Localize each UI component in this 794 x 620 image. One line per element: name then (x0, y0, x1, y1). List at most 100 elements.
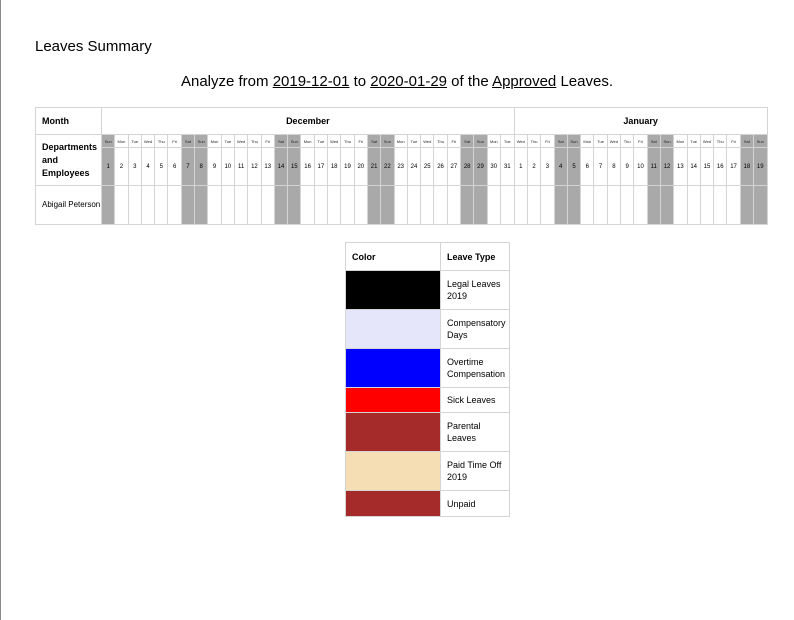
day-number: 1 (100, 147, 116, 186)
leave-day-cell (753, 185, 768, 225)
leave-day-cell (633, 185, 648, 225)
leave-day-cell (380, 185, 395, 225)
leave-day-cell (300, 185, 315, 225)
leave-day-cell (420, 185, 435, 225)
leave-day-cell (473, 185, 488, 225)
weekday-label: Thu (433, 134, 448, 148)
leave-day-cell (233, 185, 249, 225)
weekday-label: Wed (513, 134, 528, 148)
legend-row: Sick Leaves (345, 387, 510, 413)
weekday-label: Sat (366, 134, 382, 148)
day-number: 5 (154, 147, 169, 186)
start-date: 2019-12-01 (272, 73, 350, 90)
day-number: 2 (114, 147, 129, 186)
weekday-label: Mon (673, 134, 688, 148)
leave-day-cell (340, 185, 355, 225)
leave-day-cell (713, 185, 728, 225)
weekday-label: Mon (207, 134, 222, 148)
schedule-table: Month December January Departments and Em… (35, 107, 768, 225)
legend-color-header: Color (345, 242, 441, 271)
weekday-label: Tue (686, 134, 701, 148)
leave-day-cell (540, 185, 555, 225)
weekday-label: Sat (460, 134, 475, 148)
weekday-label: Fri (540, 134, 555, 148)
leave-type-name: Compensatory Days (440, 309, 510, 349)
weekday-label: Sun (566, 134, 582, 148)
leave-day-cell (393, 185, 408, 225)
end-date: 2020-01-29 (370, 73, 448, 90)
legend-row: Legal Leaves 2019 (345, 270, 510, 310)
leave-day-cell (739, 185, 755, 225)
legend-row: Parental Leaves (345, 412, 510, 452)
leave-type-name: Legal Leaves 2019 (440, 270, 510, 310)
month-header: Month (35, 107, 102, 135)
weekday-label: Fri (353, 134, 368, 148)
leave-type-name: Unpaid (440, 490, 510, 517)
leave-day-cell (593, 185, 608, 225)
weekday-label: Thu (154, 134, 169, 148)
leave-type-name: Parental Leaves (440, 412, 510, 452)
leave-day-cell (194, 185, 209, 225)
color-swatch (345, 309, 441, 349)
leave-day-cell (646, 185, 661, 225)
leave-day-cell (287, 185, 302, 225)
leave-state: Approved (492, 73, 557, 90)
weekday-label: Thu (247, 134, 262, 148)
legend-row: Compensatory Days (345, 309, 510, 349)
leave-day-cell (140, 185, 156, 225)
weekday-label: Tue (313, 134, 329, 148)
weekday-label: Sat (180, 134, 196, 148)
weekday-label: Sun (473, 134, 488, 148)
subtitle-middle: to (349, 73, 371, 90)
day-number: 26 (433, 147, 448, 186)
day-number: 16 (300, 147, 315, 186)
day-number: 14 (273, 147, 289, 186)
day-number: 12 (659, 147, 675, 186)
weekday-label: Tue (406, 134, 422, 148)
day-number: 4 (140, 147, 156, 186)
day-number: 9 (207, 147, 222, 186)
leave-day-cell (580, 185, 595, 225)
leave-day-cell (499, 185, 515, 225)
day-number: 20 (353, 147, 368, 186)
day-number: 6 (167, 147, 182, 186)
day-number: 18 (739, 147, 755, 186)
legend-row: Unpaid (345, 490, 510, 517)
weekday-label: Tue (593, 134, 608, 148)
weekday-label: Wed (606, 134, 622, 148)
leave-schedule: Month December January Departments and Em… (35, 107, 794, 226)
weekday-label: Tue (220, 134, 235, 148)
day-number: 19 (753, 147, 768, 186)
leave-day-cell (273, 185, 289, 225)
weekday-label: Mon (114, 134, 129, 148)
subtitle-suffix: Leaves. (556, 73, 613, 90)
weekday-label: Fri (260, 134, 275, 148)
day-number: 3 (540, 147, 555, 186)
day-number: 30 (486, 147, 501, 186)
leave-day-cell (353, 185, 368, 225)
leave-day-cell (154, 185, 169, 225)
day-number: 4 (553, 147, 568, 186)
weekday-label: Sat (646, 134, 661, 148)
leave-day-cell (167, 185, 182, 225)
day-number: 13 (260, 147, 275, 186)
leave-day-cell (526, 185, 542, 225)
page-left-border (0, 0, 1, 620)
day-number: 8 (606, 147, 622, 186)
leave-day-cell (726, 185, 741, 225)
weekday-label: Thu (620, 134, 635, 148)
day-number: 14 (686, 147, 701, 186)
day-number: 25 (420, 147, 435, 186)
day-number: 2 (526, 147, 542, 186)
leave-type-legend: Color Leave Type Legal Leaves 2019 Compen… (345, 242, 510, 517)
leave-type-name: Overtime Compensation (440, 348, 510, 388)
color-swatch (345, 348, 441, 388)
legend-row: Overtime Compensation (345, 348, 510, 388)
day-number: 5 (566, 147, 582, 186)
report-subtitle: Analyze from 2019-12-01 to 2020-01-29 of… (0, 73, 794, 90)
leave-day-cell (406, 185, 422, 225)
leave-day-cell (513, 185, 528, 225)
leave-day-cell (114, 185, 129, 225)
weekday-label: Wed (233, 134, 249, 148)
day-number: 27 (446, 147, 462, 186)
